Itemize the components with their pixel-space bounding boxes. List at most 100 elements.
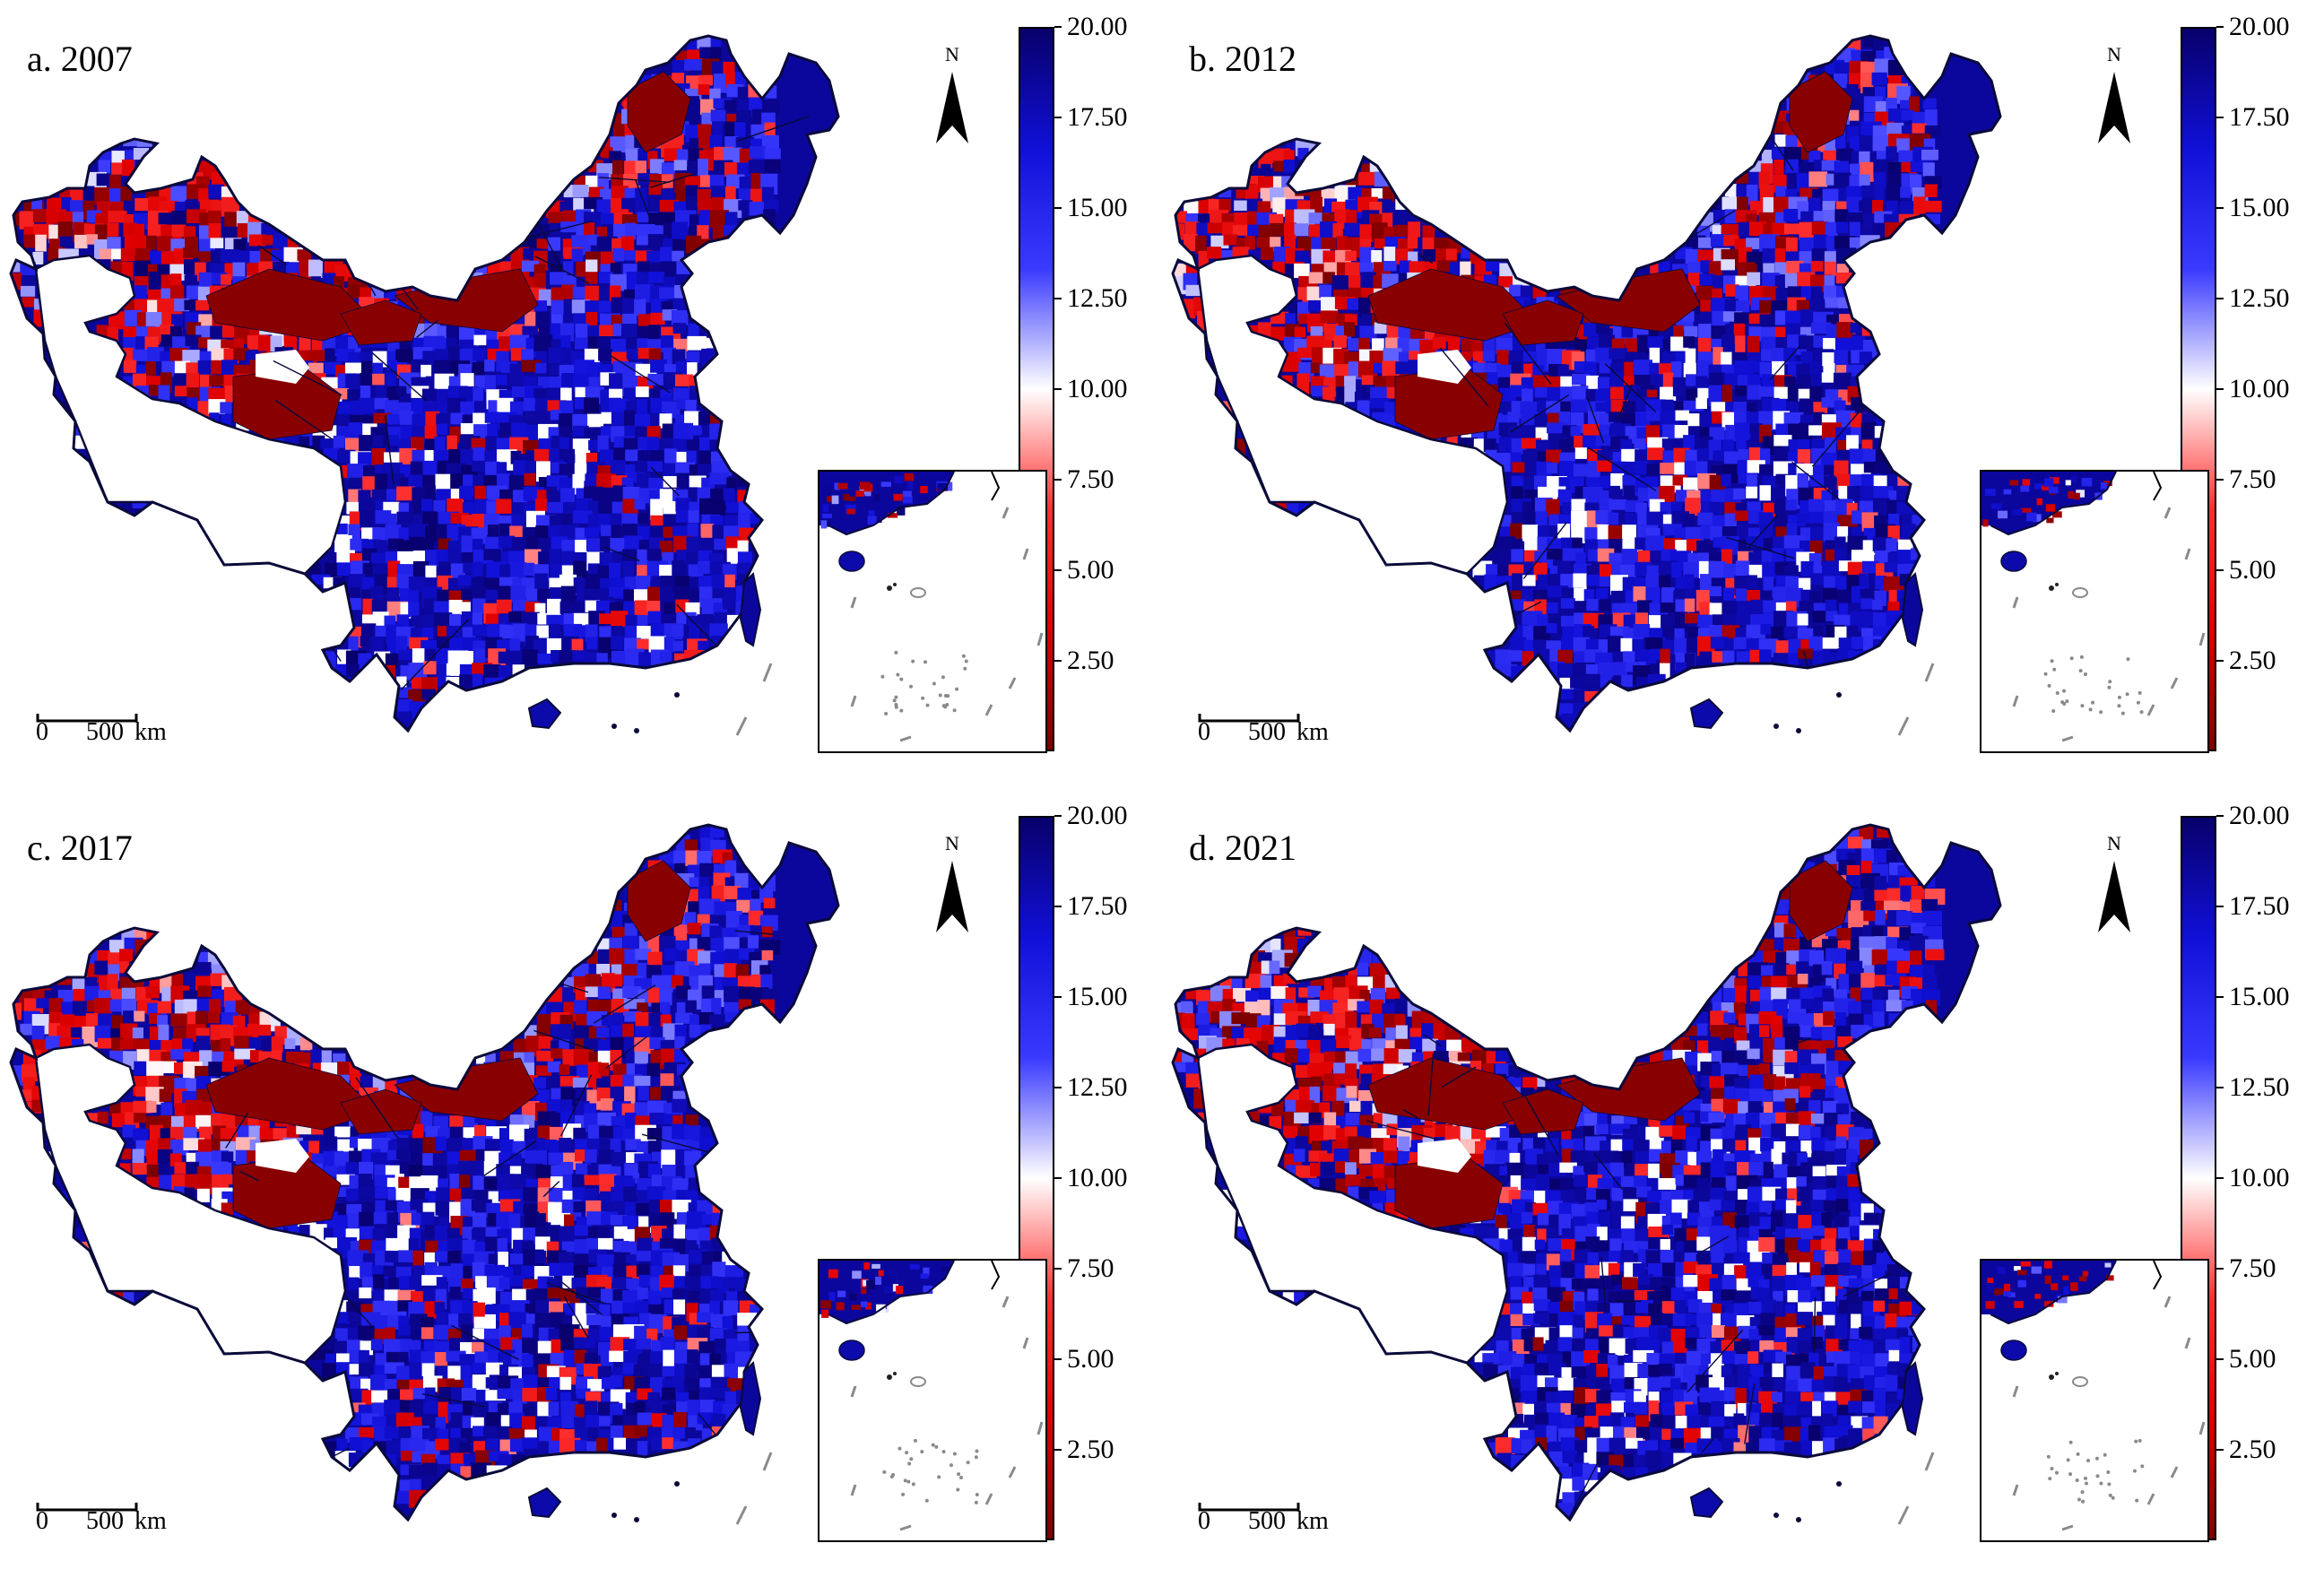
county-cell bbox=[559, 1064, 570, 1075]
county-cell bbox=[622, 524, 637, 537]
colorbar-tick-label: 10.00 bbox=[1067, 374, 1128, 403]
county-cell bbox=[134, 198, 150, 212]
county-cell bbox=[1773, 447, 1790, 464]
county-cell bbox=[698, 450, 713, 464]
county-cell bbox=[714, 901, 726, 917]
county-cell bbox=[86, 234, 98, 245]
county-cell bbox=[1672, 474, 1688, 486]
county-cell bbox=[1761, 326, 1778, 340]
colorbar-tick-label: 12.50 bbox=[1067, 283, 1128, 313]
county-cell bbox=[320, 438, 336, 449]
county-cell bbox=[1608, 636, 1623, 654]
island-dot bbox=[2080, 704, 2085, 708]
island-dot bbox=[2047, 683, 2051, 688]
county-cell bbox=[676, 1401, 689, 1413]
county-cell bbox=[123, 135, 143, 147]
colorbar-tick-label: 2.50 bbox=[2229, 646, 2276, 675]
county-cell bbox=[536, 1050, 554, 1062]
nine-dash-segment bbox=[735, 716, 748, 736]
county-cell bbox=[1583, 589, 1595, 609]
county-cell bbox=[449, 1287, 461, 1299]
county-cell bbox=[1610, 386, 1626, 400]
county-cell bbox=[459, 1149, 477, 1161]
county-cell bbox=[534, 1250, 547, 1263]
county-cell bbox=[750, 124, 766, 142]
island-dot bbox=[2052, 667, 2057, 672]
county-cell bbox=[473, 447, 485, 464]
county-cell bbox=[211, 200, 224, 213]
county-cell bbox=[621, 513, 638, 526]
county-cell bbox=[597, 435, 609, 453]
county-cell bbox=[375, 625, 390, 637]
county-cell bbox=[1810, 373, 1823, 386]
county-cell bbox=[688, 323, 699, 340]
county-cell bbox=[1762, 374, 1773, 391]
county-cell bbox=[533, 1077, 546, 1089]
island-dot bbox=[963, 666, 967, 671]
colorbar-tick bbox=[1054, 207, 1062, 209]
county-cell bbox=[1588, 549, 1600, 561]
county-cell bbox=[473, 1175, 485, 1191]
island-dot bbox=[894, 703, 898, 707]
county-cell bbox=[108, 211, 127, 223]
county-cell bbox=[1709, 427, 1725, 440]
county-cell bbox=[585, 974, 601, 990]
province-boundary bbox=[1522, 522, 1567, 579]
county-cell bbox=[560, 585, 577, 604]
county-cell bbox=[1246, 211, 1258, 230]
county-cell bbox=[84, 985, 100, 1001]
county-cell bbox=[1461, 351, 1471, 370]
county-cell bbox=[1557, 524, 1571, 541]
county-cell bbox=[1697, 387, 1711, 399]
county-cell bbox=[585, 538, 603, 551]
colorbar-tick bbox=[1054, 26, 1062, 28]
county-cell bbox=[749, 146, 767, 159]
county-cell bbox=[434, 1302, 446, 1314]
county-cell bbox=[761, 949, 774, 961]
county-cell bbox=[661, 1288, 674, 1298]
county-cell bbox=[473, 1212, 487, 1227]
county-cell bbox=[463, 474, 473, 496]
county-cell bbox=[1609, 348, 1627, 360]
county-cell bbox=[409, 536, 424, 554]
county-cell bbox=[634, 1075, 651, 1087]
county-cell bbox=[484, 360, 495, 372]
county-cell bbox=[1586, 574, 1600, 586]
county-cell bbox=[499, 523, 511, 540]
county-cell bbox=[687, 160, 698, 173]
county-cell bbox=[548, 623, 560, 643]
county-cell bbox=[1824, 274, 1835, 290]
county-cell bbox=[1913, 196, 1926, 214]
county-cell bbox=[1736, 437, 1749, 450]
colorbar-tick-label: 20.00 bbox=[2229, 12, 2290, 41]
county-cell bbox=[660, 261, 681, 277]
county-cell bbox=[1583, 322, 1599, 337]
county-cell bbox=[688, 487, 698, 507]
county-cell bbox=[1319, 284, 1332, 299]
county-cell bbox=[1849, 221, 1860, 237]
county-cell bbox=[724, 574, 735, 592]
county-cell bbox=[447, 499, 464, 516]
county-cell bbox=[438, 538, 451, 551]
county-cell bbox=[586, 1314, 603, 1326]
county-cell bbox=[233, 348, 249, 360]
county-cell bbox=[1749, 423, 1763, 434]
island-dot bbox=[2120, 711, 2125, 715]
county-cell bbox=[135, 260, 152, 279]
county-cell bbox=[460, 401, 475, 416]
county-cell bbox=[1523, 363, 1534, 379]
nine-dash-segment bbox=[2198, 632, 2206, 646]
county-cell bbox=[1796, 363, 1808, 376]
county-cell bbox=[1834, 372, 1852, 394]
county-cell bbox=[1496, 337, 1515, 354]
county-cell bbox=[750, 173, 762, 190]
county-cell bbox=[686, 450, 697, 464]
county-cell bbox=[421, 364, 432, 385]
county-cell bbox=[496, 438, 512, 453]
county-cell bbox=[435, 1136, 447, 1151]
county-cell bbox=[1851, 335, 1865, 353]
county-cell bbox=[563, 613, 574, 631]
county-cell bbox=[1759, 464, 1776, 475]
county-cell bbox=[563, 976, 575, 993]
county-cell bbox=[360, 636, 372, 646]
